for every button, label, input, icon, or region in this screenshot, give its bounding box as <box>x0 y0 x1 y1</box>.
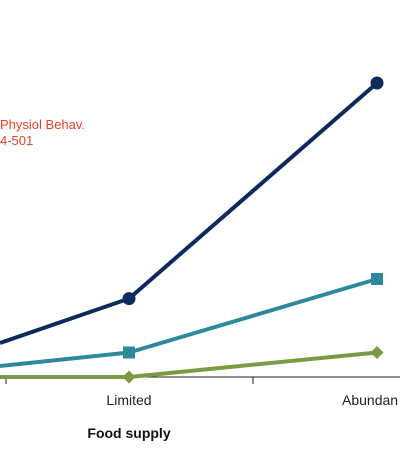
data-point-diamond-abundant <box>370 346 384 359</box>
series-square <box>0 273 383 368</box>
data-point-square-abundant <box>371 273 383 285</box>
x-tick-label-limited: Limited <box>106 392 151 408</box>
annotation-line-1: Physiol Behav. <box>0 117 86 132</box>
series-layer <box>0 76 384 384</box>
series-line-diamond <box>0 350 378 379</box>
annotation-line-2: 4-501 <box>0 133 34 148</box>
series-diamond <box>0 346 384 384</box>
x-axis-title: Food supply <box>87 425 170 441</box>
data-point-circle-abundant <box>370 76 384 90</box>
data-point-circle-limited <box>122 292 136 306</box>
chart-annotation: Physiol Behav. 4-501 <box>0 117 85 149</box>
series-circle <box>0 76 384 345</box>
data-point-square-limited <box>123 346 135 359</box>
x-tick-label-abundant: Abundan <box>342 392 398 408</box>
data-point-diamond-limited <box>122 370 136 384</box>
